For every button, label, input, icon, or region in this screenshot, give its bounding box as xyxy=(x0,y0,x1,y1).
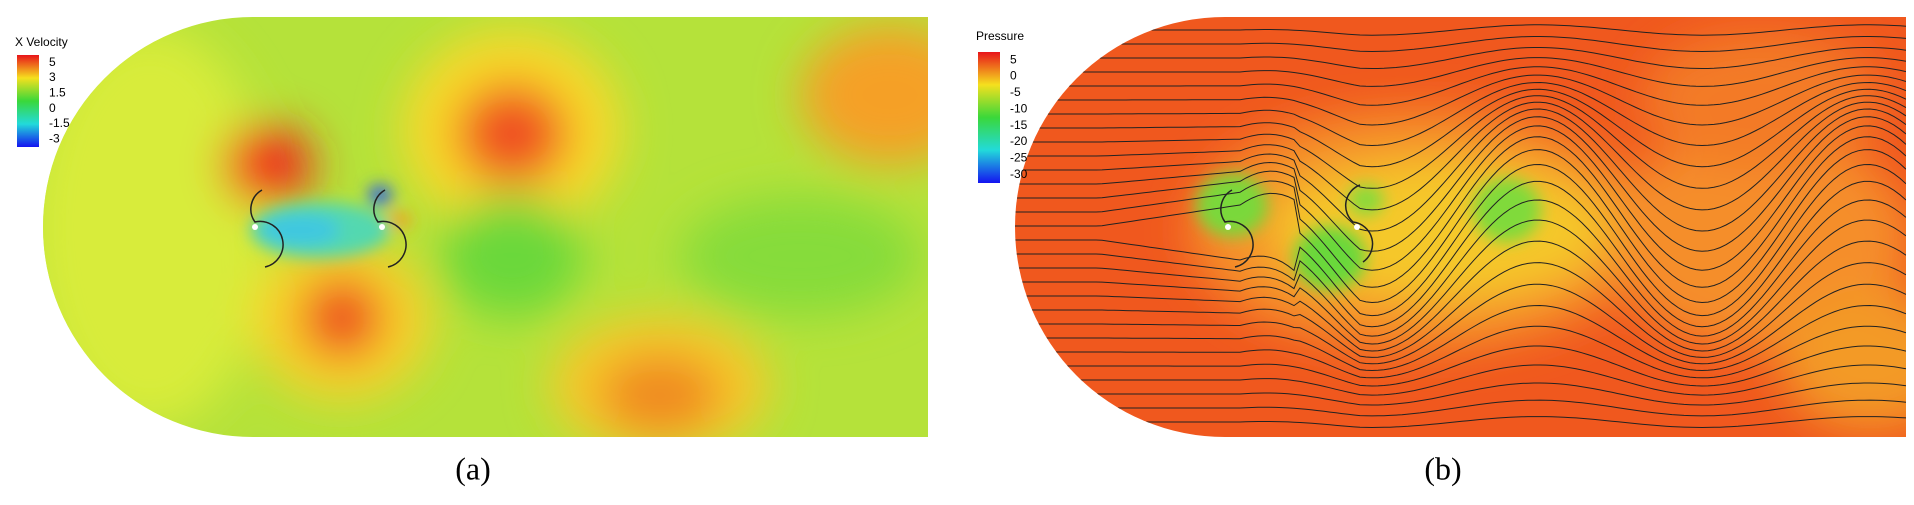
colorbar xyxy=(978,52,1000,183)
legend-label: -25 xyxy=(1010,151,1028,165)
streamline xyxy=(1015,382,1906,406)
streamline xyxy=(1015,66,1906,106)
streamline xyxy=(1015,416,1906,429)
streamline xyxy=(1015,36,1906,53)
streamline xyxy=(1015,199,1906,337)
streamline xyxy=(1015,88,1906,168)
legend-label: -5 xyxy=(1010,85,1021,99)
streamline xyxy=(1015,262,1906,358)
streamline xyxy=(1015,116,1906,252)
streamline xyxy=(1015,108,1906,232)
legend-label: 0 xyxy=(49,101,56,115)
legend-label: 5 xyxy=(49,55,56,69)
streamline xyxy=(1015,101,1906,211)
streamline xyxy=(1015,364,1906,396)
streamline xyxy=(1015,95,1906,189)
streamline xyxy=(1015,180,1906,328)
streamline xyxy=(1015,163,1906,317)
legend-label: -15 xyxy=(1010,118,1028,132)
streamline xyxy=(1015,240,1906,352)
colorbar xyxy=(17,55,39,147)
legend-label: 0 xyxy=(1010,69,1017,83)
streamline xyxy=(1015,149,1906,304)
legend-label: 5 xyxy=(1010,52,1017,66)
legend-label: -3 xyxy=(49,132,60,146)
legend-label: 3 xyxy=(49,70,56,84)
streamline xyxy=(1015,325,1906,379)
streamline xyxy=(1015,125,1906,271)
streamline xyxy=(1015,81,1906,147)
legend-label: 1.5 xyxy=(49,86,66,100)
streamline xyxy=(1015,283,1906,365)
legend-label: -1.5 xyxy=(49,116,70,130)
streamline xyxy=(1015,74,1906,126)
legend-label: -30 xyxy=(1010,167,1028,181)
legend-label: -20 xyxy=(1010,134,1028,148)
legend-title: X Velocity xyxy=(15,35,68,49)
legend-label: -10 xyxy=(1010,101,1028,115)
legend-title: Pressure xyxy=(976,29,1024,43)
velocity-field xyxy=(43,17,928,437)
streamline xyxy=(1015,47,1906,69)
streamline xyxy=(1015,57,1906,87)
streamline xyxy=(1015,399,1906,417)
streamline xyxy=(1015,219,1906,345)
streamline xyxy=(1015,136,1906,288)
caption: (b) xyxy=(1424,450,1461,486)
streamline xyxy=(1015,304,1906,372)
pressure-field xyxy=(1015,17,1906,437)
caption: (a) xyxy=(455,450,491,486)
streamline xyxy=(1015,345,1906,387)
